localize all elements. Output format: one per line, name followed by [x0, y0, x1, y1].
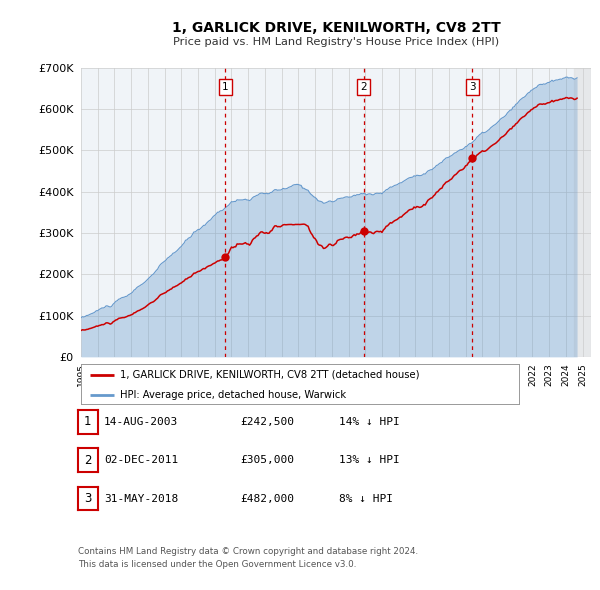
Text: Price paid vs. HM Land Registry's House Price Index (HPI): Price paid vs. HM Land Registry's House … — [173, 37, 499, 47]
Text: £242,500: £242,500 — [240, 417, 294, 427]
Text: 2: 2 — [361, 81, 367, 91]
Text: Contains HM Land Registry data © Crown copyright and database right 2024.: Contains HM Land Registry data © Crown c… — [78, 547, 418, 556]
Text: 31-MAY-2018: 31-MAY-2018 — [104, 494, 178, 503]
Text: 1: 1 — [84, 415, 92, 428]
Text: 1, GARLICK DRIVE, KENILWORTH, CV8 2TT (detached house): 1, GARLICK DRIVE, KENILWORTH, CV8 2TT (d… — [121, 370, 420, 380]
Text: 13% ↓ HPI: 13% ↓ HPI — [339, 455, 400, 465]
Text: 1, GARLICK DRIVE, KENILWORTH, CV8 2TT: 1, GARLICK DRIVE, KENILWORTH, CV8 2TT — [172, 21, 500, 35]
Text: 1: 1 — [222, 81, 229, 91]
Text: 8% ↓ HPI: 8% ↓ HPI — [339, 494, 393, 503]
Text: HPI: Average price, detached house, Warwick: HPI: Average price, detached house, Warw… — [121, 390, 347, 400]
Text: 3: 3 — [469, 81, 476, 91]
Text: 02-DEC-2011: 02-DEC-2011 — [104, 455, 178, 465]
Text: 2: 2 — [84, 454, 92, 467]
Text: £482,000: £482,000 — [240, 494, 294, 503]
Text: £305,000: £305,000 — [240, 455, 294, 465]
Text: 14-AUG-2003: 14-AUG-2003 — [104, 417, 178, 427]
Bar — [574, 68, 591, 357]
Text: This data is licensed under the Open Government Licence v3.0.: This data is licensed under the Open Gov… — [78, 560, 356, 569]
Text: 3: 3 — [84, 492, 92, 505]
Text: 14% ↓ HPI: 14% ↓ HPI — [339, 417, 400, 427]
